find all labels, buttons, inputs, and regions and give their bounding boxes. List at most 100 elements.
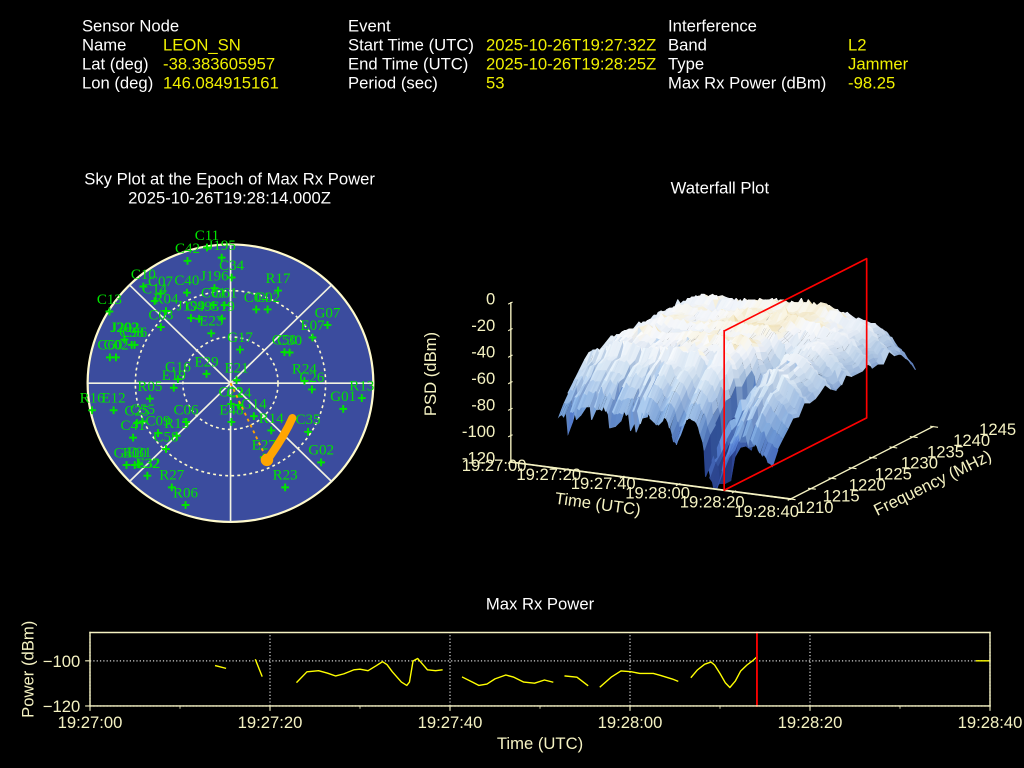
svg-text:1225: 1225 bbox=[875, 464, 912, 483]
svg-text:-60: -60 bbox=[471, 369, 495, 388]
svg-text:C13: C13 bbox=[97, 292, 122, 308]
svg-text:19:27:00: 19:27:00 bbox=[462, 456, 527, 475]
svg-text:G07: G07 bbox=[315, 305, 341, 321]
svg-text:C50: C50 bbox=[272, 332, 297, 348]
svg-text:-100: -100 bbox=[462, 422, 495, 441]
svg-text:E31: E31 bbox=[127, 445, 151, 461]
svg-text:19:27:40: 19:27:40 bbox=[418, 713, 483, 732]
svg-text:Start Time (UTC): Start Time (UTC) bbox=[348, 36, 474, 55]
svg-text:Period (sec): Period (sec) bbox=[348, 73, 438, 92]
svg-text:C35: C35 bbox=[296, 412, 321, 428]
svg-text:19:28:00: 19:28:00 bbox=[598, 713, 663, 732]
svg-text:Band: Band bbox=[668, 36, 707, 55]
svg-text:J196: J196 bbox=[200, 268, 229, 284]
svg-text:1245: 1245 bbox=[979, 420, 1016, 439]
svg-text:Event: Event bbox=[348, 17, 391, 36]
svg-text:-80: -80 bbox=[471, 396, 495, 415]
svg-text:-20: -20 bbox=[471, 316, 495, 335]
svg-text:-120: -120 bbox=[462, 449, 495, 468]
svg-text:E21: E21 bbox=[224, 360, 248, 376]
svg-text:E19: E19 bbox=[162, 368, 186, 384]
svg-text:Max Rx Power: Max Rx Power bbox=[486, 594, 595, 613]
svg-text:2025-10-26T19:28:14.000Z: 2025-10-26T19:28:14.000Z bbox=[128, 189, 331, 208]
svg-text:C14: C14 bbox=[142, 281, 168, 297]
svg-text:-38.383605957: -38.383605957 bbox=[163, 54, 275, 73]
svg-text:19:28:40: 19:28:40 bbox=[958, 713, 1023, 732]
svg-text:Max Rx Power (dBm): Max Rx Power (dBm) bbox=[668, 73, 826, 92]
svg-text:E07: E07 bbox=[300, 318, 325, 334]
svg-text:End Time (UTC): End Time (UTC) bbox=[348, 54, 468, 73]
svg-text:1210: 1210 bbox=[796, 498, 833, 517]
svg-text:Name: Name bbox=[82, 36, 126, 55]
svg-text:19:28:40: 19:28:40 bbox=[734, 502, 799, 521]
svg-text:C60: C60 bbox=[97, 338, 122, 354]
svg-text:E23: E23 bbox=[199, 314, 223, 330]
svg-text:Time (UTC): Time (UTC) bbox=[497, 734, 583, 753]
svg-text:R06: R06 bbox=[173, 485, 199, 501]
svg-text:C24: C24 bbox=[227, 385, 253, 401]
svg-text:G17: G17 bbox=[227, 330, 253, 346]
svg-text:19:28:20: 19:28:20 bbox=[778, 713, 843, 732]
svg-text:C40: C40 bbox=[174, 273, 199, 289]
svg-text:R27: R27 bbox=[159, 468, 185, 484]
svg-text:1230: 1230 bbox=[901, 453, 938, 472]
svg-text:C26: C26 bbox=[299, 370, 325, 386]
svg-text:−100: −100 bbox=[43, 652, 81, 671]
svg-text:Waterfall Plot: Waterfall Plot bbox=[671, 179, 770, 198]
svg-text:R15: R15 bbox=[164, 416, 189, 432]
svg-text:E32: E32 bbox=[136, 456, 160, 472]
svg-text:-40: -40 bbox=[471, 343, 495, 362]
svg-text:R14: R14 bbox=[259, 411, 285, 427]
svg-text:C02: C02 bbox=[255, 290, 280, 306]
svg-text:C02: C02 bbox=[103, 338, 128, 354]
svg-text:Lat (deg): Lat (deg) bbox=[82, 54, 149, 73]
svg-text:C03: C03 bbox=[148, 307, 173, 323]
svg-text:Power (dBm): Power (dBm) bbox=[19, 621, 38, 718]
svg-text:LEON_SN: LEON_SN bbox=[163, 36, 241, 55]
svg-text:G49: G49 bbox=[186, 299, 212, 315]
svg-text:1235: 1235 bbox=[927, 442, 964, 461]
svg-text:Jammer: Jammer bbox=[848, 54, 909, 73]
svg-text:C10: C10 bbox=[131, 267, 156, 283]
svg-text:R04: R04 bbox=[153, 291, 179, 307]
svg-text:E48: E48 bbox=[219, 402, 243, 418]
svg-text:C58: C58 bbox=[153, 429, 178, 445]
svg-text:C07: C07 bbox=[148, 274, 174, 290]
svg-text:J195: J195 bbox=[207, 238, 235, 254]
svg-text:C41: C41 bbox=[121, 418, 146, 434]
svg-text:G16: G16 bbox=[165, 360, 191, 376]
svg-text:Lon (deg): Lon (deg) bbox=[82, 73, 153, 92]
svg-text:G14: G14 bbox=[241, 396, 267, 412]
svg-text:Type: Type bbox=[668, 54, 704, 73]
svg-text:R23: R23 bbox=[273, 468, 298, 484]
svg-text:146.084915161: 146.084915161 bbox=[163, 73, 279, 92]
svg-text:L2: L2 bbox=[848, 36, 867, 55]
svg-text:E10: E10 bbox=[123, 445, 147, 461]
svg-text:C01: C01 bbox=[201, 285, 226, 301]
svg-text:1220: 1220 bbox=[849, 476, 886, 495]
svg-text:19:27:20: 19:27:20 bbox=[516, 465, 581, 484]
svg-text:19:28:00: 19:28:00 bbox=[625, 483, 690, 502]
svg-text:C96: C96 bbox=[122, 325, 148, 341]
svg-text:C11: C11 bbox=[195, 228, 219, 244]
svg-text:PSD (dBm): PSD (dBm) bbox=[421, 332, 440, 416]
svg-text:R13: R13 bbox=[349, 378, 374, 394]
svg-text:19:27:20: 19:27:20 bbox=[238, 713, 303, 732]
svg-text:G61: G61 bbox=[212, 285, 238, 301]
svg-text:C09: C09 bbox=[146, 413, 171, 429]
svg-text:2025-10-26T19:27:32Z: 2025-10-26T19:27:32Z bbox=[486, 36, 656, 55]
svg-text:1215: 1215 bbox=[823, 487, 860, 506]
svg-text:R16: R16 bbox=[80, 391, 106, 407]
svg-text:J202: J202 bbox=[111, 320, 139, 336]
svg-text:C98: C98 bbox=[119, 325, 144, 341]
svg-text:19:27:40: 19:27:40 bbox=[571, 474, 636, 493]
svg-text:C30: C30 bbox=[277, 333, 302, 349]
svg-text:J199: J199 bbox=[177, 298, 205, 314]
svg-text:C06: C06 bbox=[173, 402, 199, 418]
svg-text:G02: G02 bbox=[308, 443, 334, 459]
svg-text:G01: G01 bbox=[330, 389, 356, 405]
svg-text:Sky Plot at the Epoch of Max R: Sky Plot at the Epoch of Max Rx Power bbox=[84, 169, 375, 188]
svg-text:−120: −120 bbox=[43, 697, 81, 716]
svg-text:R24: R24 bbox=[292, 361, 318, 377]
svg-text:E32: E32 bbox=[135, 456, 159, 472]
